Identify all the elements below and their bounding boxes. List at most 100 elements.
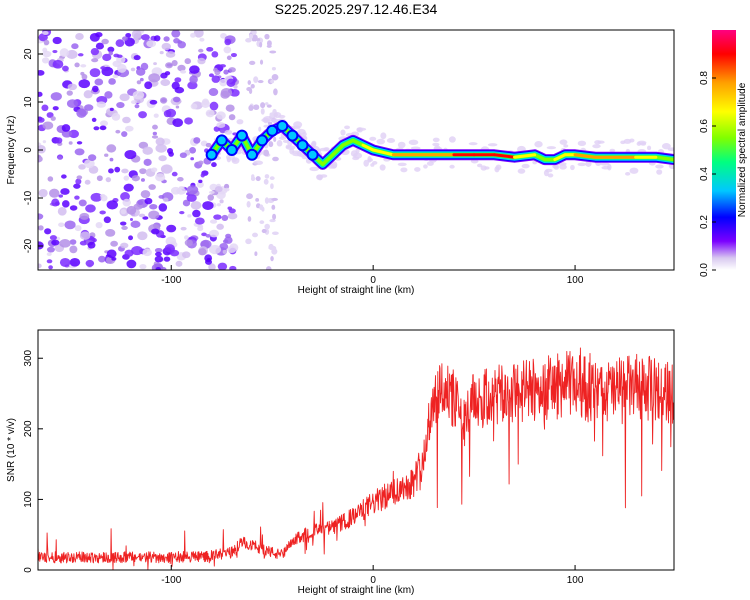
noise-blob [42, 47, 48, 53]
noise-blob [180, 69, 187, 74]
halo-blob [534, 140, 543, 148]
noise-blob [216, 203, 221, 207]
noise-blob [47, 176, 54, 182]
noise-blob [206, 257, 211, 262]
noise-blob [123, 183, 134, 192]
noise-blob [46, 259, 53, 264]
halo-blob [292, 125, 301, 130]
noise-blob [38, 188, 48, 198]
halo-blob [646, 145, 652, 151]
noise-blob [269, 112, 275, 117]
noise-blob [154, 255, 164, 263]
noise-blob [38, 241, 44, 250]
noise-blob [216, 111, 226, 120]
noise-blob [155, 251, 162, 257]
noise-blob [249, 60, 256, 66]
noise-blob [166, 224, 177, 233]
noise-blob [131, 246, 144, 256]
noise-blob [58, 222, 65, 228]
halo-blob [224, 129, 233, 135]
noise-blob [221, 214, 229, 221]
halo-blob [410, 146, 421, 150]
noise-blob [197, 57, 206, 65]
noise-blob [245, 38, 252, 43]
noise-blob [132, 90, 145, 100]
halo-blob [353, 152, 363, 159]
noise-blob [104, 91, 113, 99]
noise-blob [61, 130, 73, 138]
halo-blob [253, 160, 264, 165]
noise-blob [100, 66, 106, 70]
noise-blob [171, 30, 181, 38]
y-tick-label: 300 [23, 349, 34, 366]
noise-blob [121, 131, 128, 137]
noise-blob [246, 201, 251, 208]
noise-blob [128, 235, 134, 241]
noise-blob [52, 59, 64, 69]
halo-blob [487, 143, 498, 147]
noise-blob [264, 33, 270, 40]
noise-blob [153, 62, 157, 66]
halo-blob [563, 144, 569, 148]
noise-blob [96, 175, 103, 182]
noise-blob [103, 216, 111, 224]
halo-blob [236, 119, 244, 125]
noise-blob [179, 211, 185, 215]
noise-blob [253, 104, 260, 111]
noise-blob [273, 88, 278, 96]
snr-ylabel: SNR (10 * v/v) [6, 418, 17, 482]
noise-blob [259, 41, 263, 48]
halo-blob [517, 168, 526, 174]
noise-blob [50, 92, 62, 101]
noise-blob [108, 78, 116, 85]
noise-blob [89, 68, 101, 78]
colorbar-tick-label: 0.6 [699, 119, 710, 133]
spectrogram-xlabel: Height of straight line (km) [298, 285, 415, 296]
halo-blob [316, 174, 323, 181]
noise-blob [226, 78, 236, 88]
noise-blob [217, 262, 228, 270]
noise-blob [205, 142, 212, 148]
noise-blob [272, 213, 277, 220]
noise-blob [208, 263, 216, 270]
noise-blob [197, 224, 204, 229]
halo-blob [340, 129, 346, 136]
noise-blob [74, 195, 80, 200]
noise-blob [208, 73, 214, 78]
noise-blob [160, 72, 168, 79]
noise-blob [155, 143, 167, 153]
noise-blob [171, 81, 180, 90]
noise-blob [206, 47, 214, 52]
noise-blob [155, 173, 166, 182]
noise-blob [52, 49, 58, 54]
noise-blob [120, 209, 127, 215]
noise-blob [46, 246, 55, 253]
noise-blob [198, 160, 204, 166]
noise-blob [264, 174, 270, 179]
noise-blob [62, 65, 69, 72]
ridge-hot [512, 153, 537, 159]
noise-blob [171, 59, 178, 67]
noise-blob [245, 238, 252, 245]
noise-blob [148, 73, 161, 83]
noise-blob [260, 108, 265, 115]
noise-blob [142, 216, 149, 220]
halo-blob [607, 163, 612, 171]
noise-blob [155, 266, 161, 270]
y-tick-label: 0 [23, 147, 34, 153]
noise-blob [102, 53, 112, 62]
noise-blob [99, 120, 109, 127]
noise-blob [111, 112, 121, 121]
noise-blob [78, 199, 87, 207]
noise-blob [266, 104, 272, 108]
noise-blob [138, 111, 147, 119]
snr-panel: -100 0 100 0 100 200 300 Height of straight li… [6, 329, 675, 596]
ridge-hot [371, 148, 395, 157]
noise-blob [255, 197, 260, 202]
noise-blob [265, 102, 269, 106]
colorbar-tick-label: 0.0 [699, 263, 710, 277]
halo-blob [494, 166, 500, 173]
noise-blob [62, 200, 70, 208]
noise-blob [80, 71, 85, 76]
noise-blob [139, 263, 147, 270]
